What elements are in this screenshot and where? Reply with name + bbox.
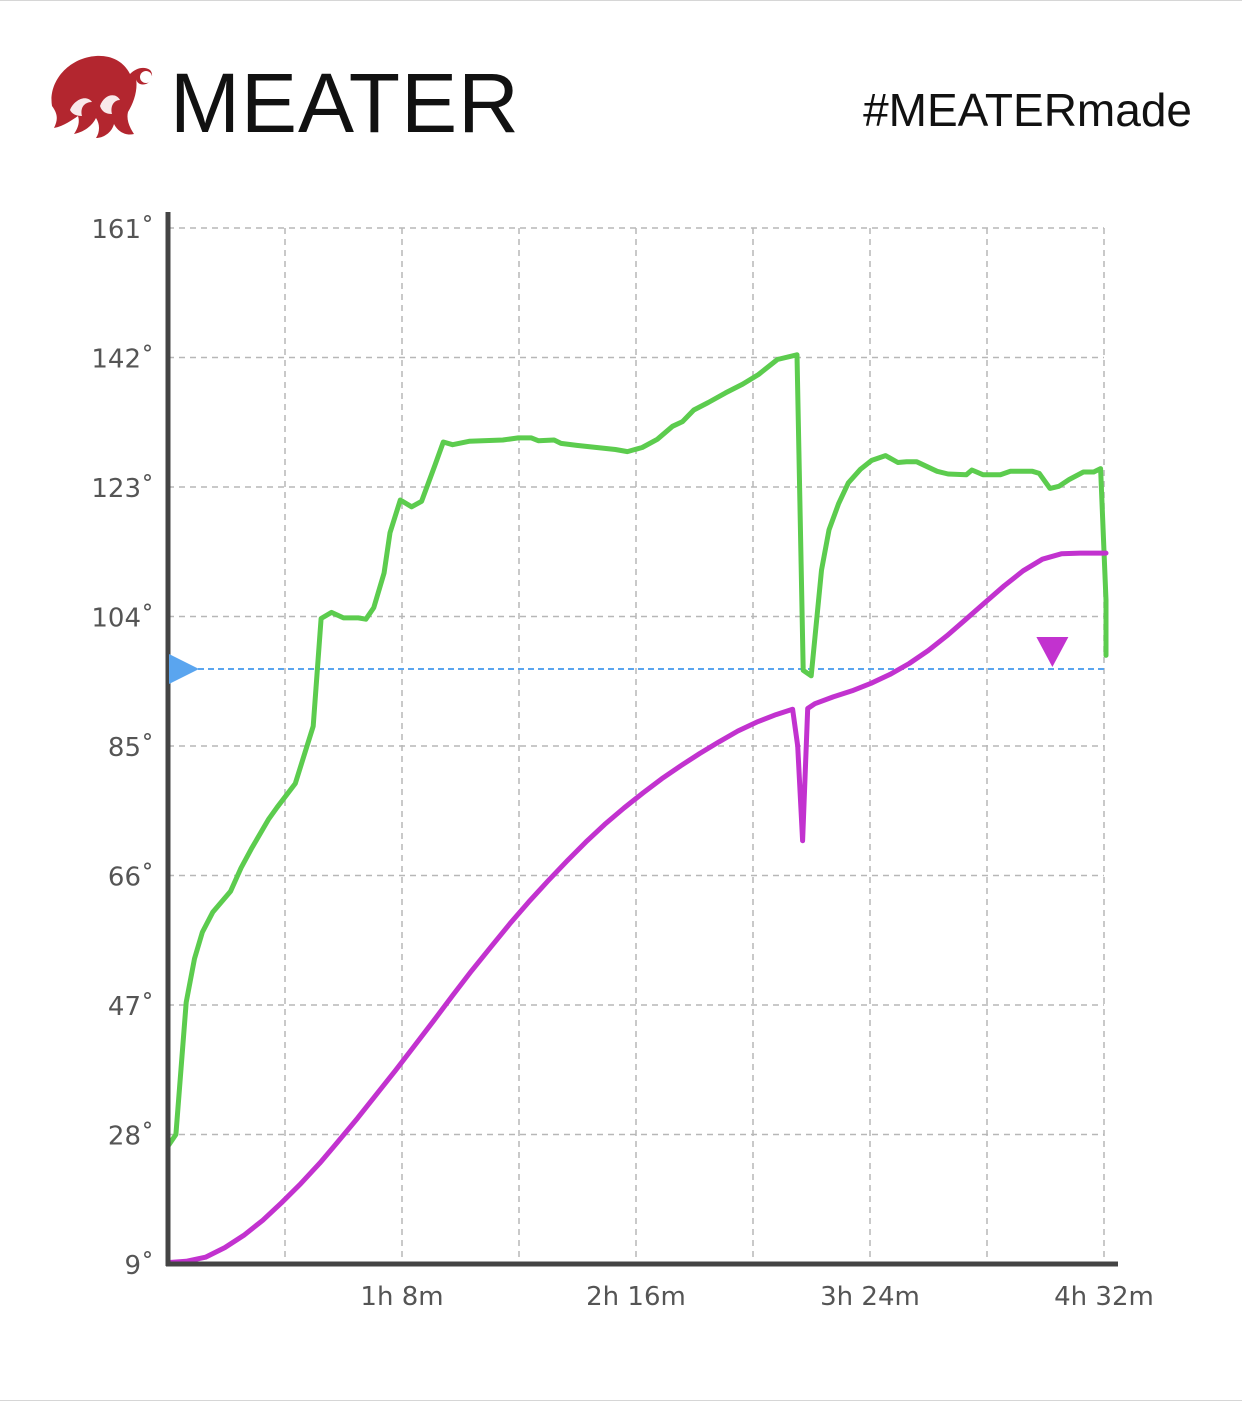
peak-marker-icon (1036, 636, 1069, 667)
ambient-temperature-line (165, 352, 1109, 1149)
y-tick-label: 142˚ (91, 345, 154, 375)
y-tick-label: 161˚ (91, 215, 154, 245)
y-tick-label: 28˚ (108, 1122, 154, 1152)
hashtag: #MEATERmade (863, 84, 1192, 136)
series-group (165, 352, 1109, 1266)
meater-flame-logo-icon (44, 46, 156, 142)
markers (169, 636, 1069, 684)
x-tick-label: 1h 8m (360, 1282, 443, 1312)
axes (165, 212, 1118, 1267)
y-tick-label: 85˚ (108, 733, 154, 763)
grid (168, 227, 1105, 1264)
x-tick-label: 4h 32m (1054, 1282, 1154, 1312)
y-tick-label: 47˚ (108, 992, 154, 1022)
y-tick-label: 9˚ (124, 1251, 154, 1281)
y-tick-label: 104˚ (91, 604, 154, 634)
y-tick-label: 123˚ (91, 474, 154, 504)
x-tick-label: 3h 24m (820, 1282, 920, 1312)
internal-temperature-line (165, 550, 1109, 1266)
y-tick-label: 66˚ (108, 863, 154, 893)
top-divider (0, 0, 1242, 1)
bottom-divider (0, 1400, 1242, 1401)
x-tick-label: 2h 16m (586, 1282, 686, 1312)
brand-name: MEATER (170, 56, 520, 150)
tick-labels: 9˚ 28˚ 47˚ 66˚ 85˚ 104˚ 123˚ 142˚ 161˚ 1h 8m 2h 16… (91, 215, 1153, 1312)
target-marker-icon (169, 653, 199, 684)
